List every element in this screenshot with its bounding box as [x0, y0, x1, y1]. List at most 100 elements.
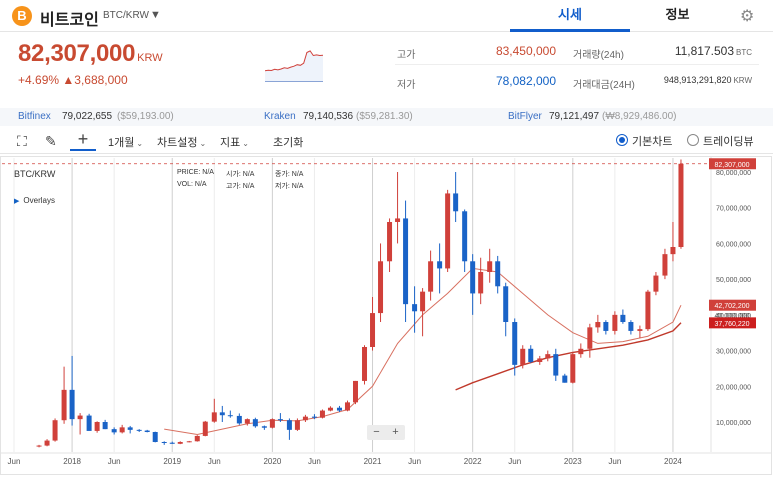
- candle: [327, 406, 333, 412]
- current-price: 82,307,000: [18, 40, 136, 67]
- candle-body: [161, 442, 167, 443]
- exchange-name[interactable]: BitFlyer: [508, 111, 542, 122]
- reset-button[interactable]: 초기화: [273, 137, 304, 149]
- candle-body: [86, 415, 92, 431]
- legend-high: 고가: N/A: [226, 181, 254, 191]
- candle: [77, 413, 83, 435]
- candle: [645, 289, 651, 331]
- legend-close: 종가: N/A: [275, 169, 303, 179]
- candle: [52, 418, 58, 442]
- period-select[interactable]: 1개월 ⌄: [108, 134, 143, 150]
- candle-body: [144, 430, 150, 432]
- price-tag-bg: [709, 158, 756, 170]
- triangle-right-icon: ▶: [14, 198, 20, 205]
- x-tick-label: Jun: [208, 457, 221, 466]
- candle-body: [111, 429, 117, 433]
- candle: [395, 172, 401, 244]
- candle-body: [670, 247, 676, 255]
- high-value: 83,450,000: [495, 44, 556, 58]
- zoom-in-button[interactable]: +: [392, 426, 399, 438]
- candle: [127, 425, 133, 434]
- candle-body: [277, 419, 283, 421]
- candle: [578, 343, 584, 358]
- candle: [453, 172, 459, 222]
- candle-body: [470, 261, 476, 294]
- candle: [370, 297, 376, 351]
- coin-pair[interactable]: BTC/KRW: [103, 10, 149, 21]
- candle: [503, 282, 509, 337]
- candle-body: [61, 389, 67, 421]
- y-tick-label: 40,000,000: [716, 313, 751, 320]
- candle-body: [645, 291, 651, 330]
- basic-chart-label[interactable]: 기본차트: [632, 136, 673, 148]
- tradingview-radio[interactable]: [687, 134, 699, 146]
- price-chart[interactable]: Jun 2018 Jun 2019 Jun 2020 Jun 2021 Jun 2022 Jun 20…: [0, 156, 773, 483]
- amount-value-group: 948,913,291,820 KRW: [640, 75, 752, 85]
- candle-body: [637, 329, 643, 331]
- x-tick-label: Jun: [608, 457, 621, 466]
- candle: [94, 421, 100, 433]
- candle-body: [678, 163, 684, 247]
- candle: [152, 431, 158, 443]
- price-tag-label: 82,307,000: [714, 162, 749, 169]
- price-tag-bg: [709, 317, 756, 329]
- candle-body: [412, 304, 418, 312]
- zoom-out-button[interactable]: −: [373, 426, 380, 438]
- expand-icon[interactable]: ⛶: [17, 133, 27, 149]
- amount-unit: KRW: [733, 76, 752, 85]
- tradingview-label[interactable]: 트레이딩뷰: [703, 136, 754, 148]
- candle-body: [69, 389, 75, 420]
- crosshair-icon[interactable]: +: [70, 130, 96, 151]
- x-tick-label: Jun: [508, 457, 521, 466]
- candle-body: [327, 407, 333, 411]
- candle: [445, 189, 451, 272]
- candle-body: [387, 222, 393, 262]
- y-tick-label: 80,000,000: [716, 170, 751, 177]
- zoom-controls: − +: [367, 425, 405, 440]
- coin-dropdown-icon[interactable]: ▼: [150, 9, 161, 21]
- x-tick-label: Jun: [8, 457, 21, 466]
- x-tick-label: Jun: [308, 457, 321, 466]
- x-tick-label: Jun: [108, 457, 121, 466]
- volume-value: 11,817.503: [674, 44, 734, 58]
- tab-info[interactable]: 정보: [665, 7, 690, 22]
- candle-body: [512, 322, 518, 365]
- amount-label: 거래대금(24H): [573, 80, 635, 91]
- candle: [528, 345, 534, 364]
- candle-body: [269, 419, 275, 428]
- chevron-down-icon: ⌄: [242, 139, 249, 148]
- gear-icon[interactable]: ⚙: [740, 8, 755, 25]
- indicators-menu[interactable]: 지표 ⌄: [220, 134, 249, 150]
- price-tag: 37,760,220: [709, 317, 756, 329]
- legend-low: 저가: N/A: [275, 181, 303, 191]
- x-tick-label: Jun: [408, 457, 421, 466]
- exchange-name[interactable]: Kraken: [264, 111, 296, 122]
- chart-settings-menu[interactable]: 차트설정 ⌄: [157, 134, 206, 150]
- candle: [44, 439, 50, 447]
- price-tag: 40,000,000: [714, 313, 749, 320]
- candle-body: [244, 419, 250, 424]
- x-tick-label: 2021: [364, 457, 382, 466]
- candle: [470, 254, 476, 315]
- overlays-toggle[interactable]: ▶ Overlays: [14, 196, 55, 205]
- candle-body: [537, 358, 543, 362]
- basic-chart-radio[interactable]: [616, 134, 628, 146]
- legend-open: 시가: N/A: [226, 169, 254, 179]
- exchange-name[interactable]: Bitfinex: [18, 111, 51, 122]
- exchange-prices: Bitfinex 79,022,655 ($59,193.00) Kraken …: [0, 108, 773, 126]
- candle-body: [378, 261, 384, 314]
- tab-market[interactable]: 시세: [510, 0, 630, 32]
- candle-body: [362, 347, 368, 381]
- draw-icon[interactable]: ✎: [45, 133, 57, 149]
- candle-body: [227, 415, 233, 417]
- moving-average-long: [455, 322, 682, 391]
- amount-value: 948,913,291,820: [663, 75, 732, 85]
- overlays-label: Overlays: [23, 196, 55, 205]
- indicators-label: 지표: [220, 137, 241, 149]
- candle: [111, 427, 117, 435]
- candlestick-chart[interactable]: Jun 2018 Jun 2019 Jun 2020 Jun 2021 Jun 2022 Jun 20…: [0, 156, 773, 483]
- candle-body: [437, 261, 443, 269]
- candle: [36, 444, 42, 448]
- coin-name[interactable]: 비트코인: [40, 12, 99, 29]
